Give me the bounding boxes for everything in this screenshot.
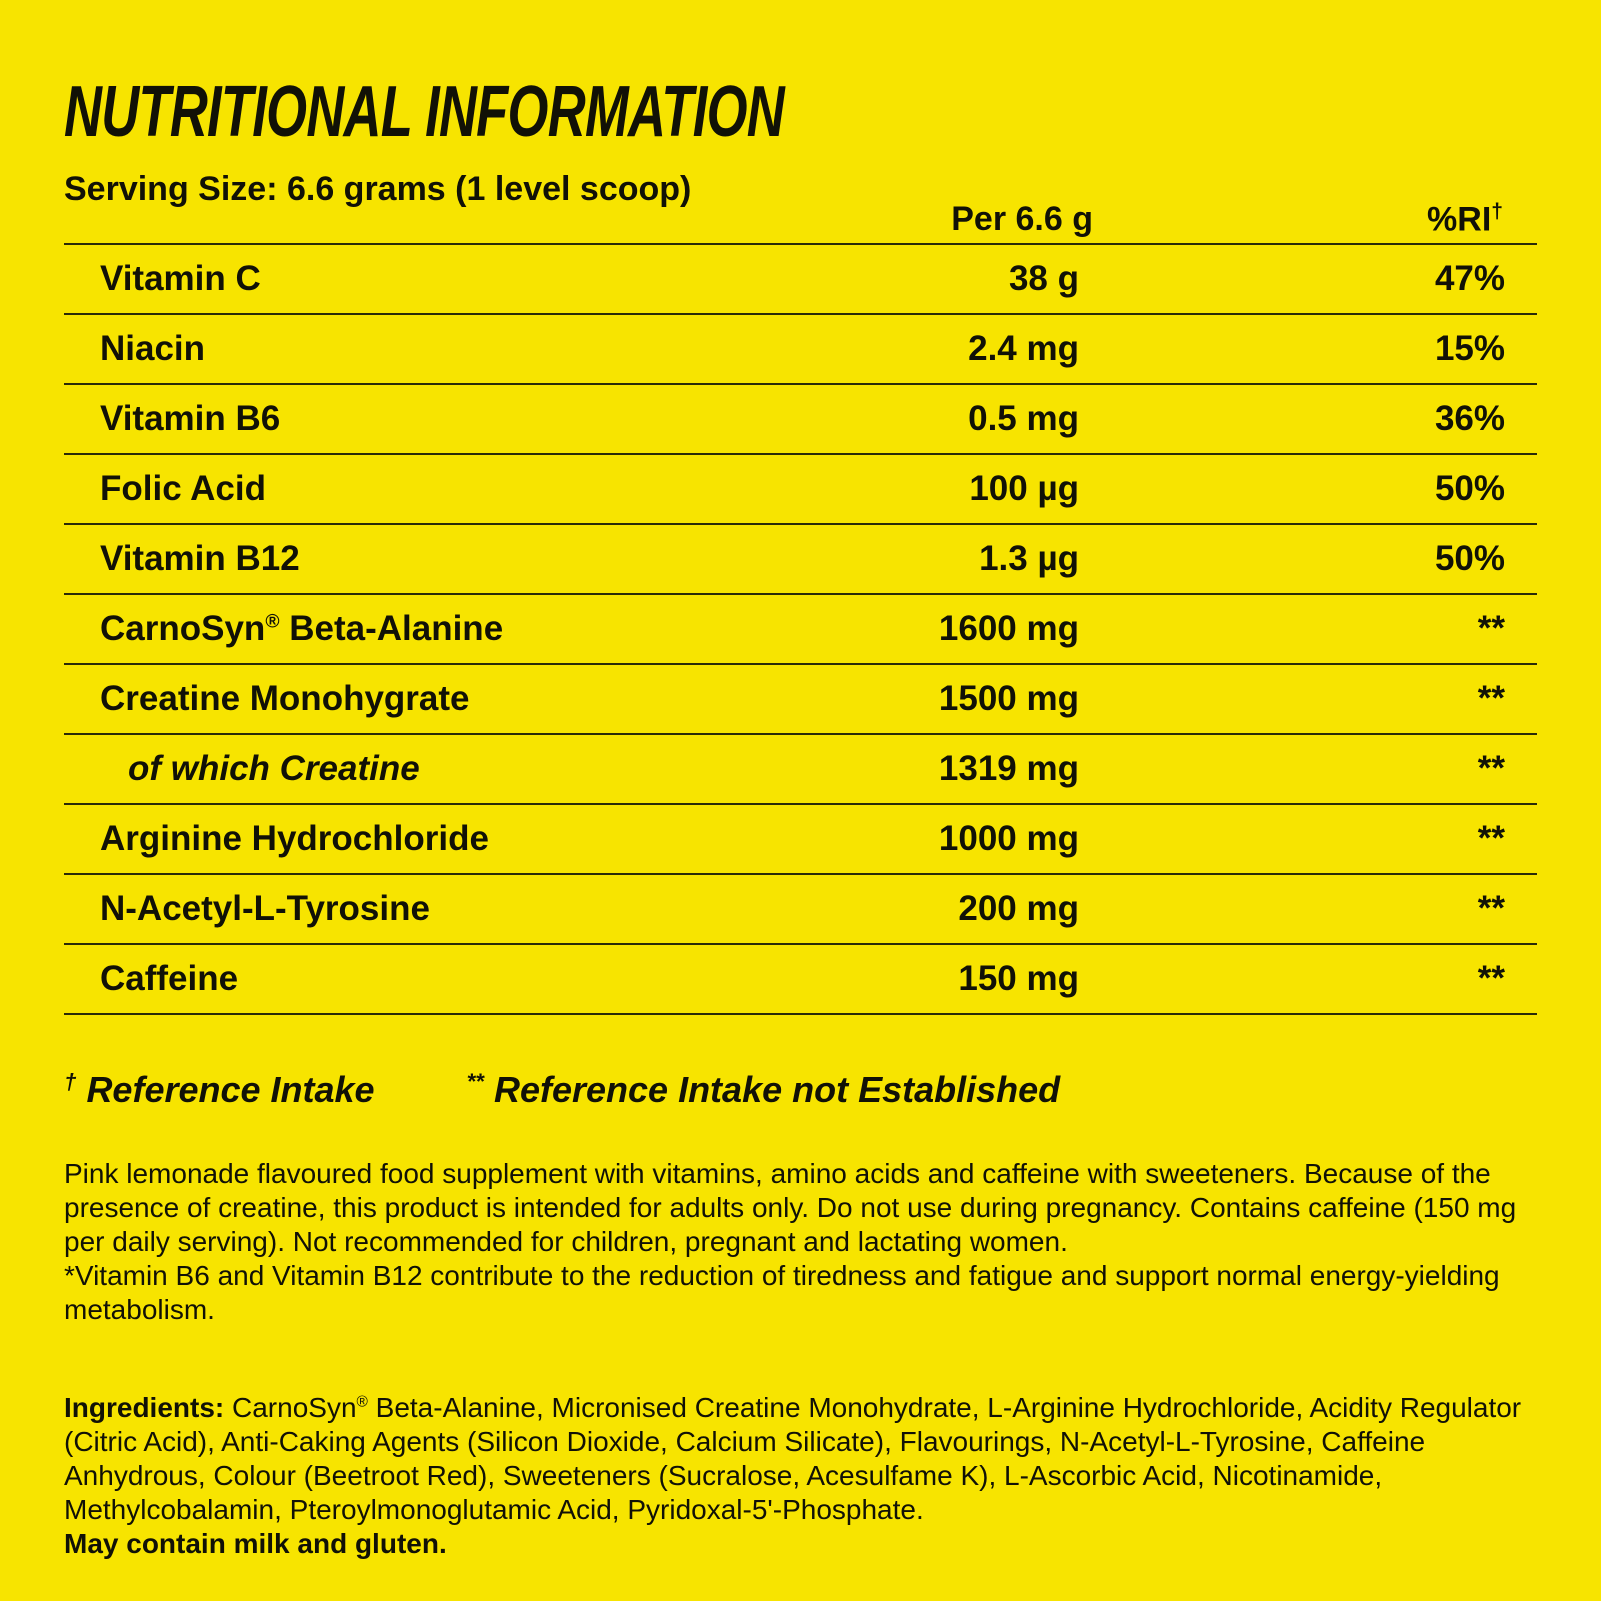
nutrient-ri: **	[1477, 959, 1505, 998]
nutrient-ri: **	[1477, 819, 1505, 858]
ingredients-section: Ingredients: CarnoSyn® Beta-Alanine, Mic…	[64, 1391, 1526, 1561]
ingredients-paragraph: Ingredients: CarnoSyn® Beta-Alanine, Mic…	[64, 1391, 1526, 1527]
nutrition-table-body: Vitamin C 38 g 47% Niacin 2.4 mg 15% Vit…	[64, 245, 1537, 1015]
page-title: NUTRITIONAL INFORMATION	[64, 0, 1537, 148]
registered-trademark-symbol: ®	[265, 611, 280, 633]
nutrient-name: Niacin	[100, 329, 206, 368]
nutrient-amount: 1319 mg	[938, 749, 1079, 788]
footnote-text: Reference Intake	[86, 1069, 375, 1110]
nutrient-ri: 36%	[1434, 399, 1505, 438]
table-row: Caffeine 150 mg **	[64, 945, 1537, 1015]
column-header-ri: %RI†	[1107, 192, 1537, 239]
table-row: N-Acetyl-L-Tyrosine 200 mg **	[64, 875, 1537, 945]
nutrient-name: Vitamin C	[100, 259, 261, 298]
nutrient-name: Vitamin B6	[100, 399, 281, 438]
ingredients-label: Ingredients:	[64, 1392, 225, 1423]
nutrient-amount: 150 mg	[958, 959, 1079, 998]
allergen-statement: May contain milk and gluten.	[64, 1528, 447, 1559]
table-row: Vitamin B6 0.5 mg 36%	[64, 385, 1537, 455]
table-row: Vitamin B12 1.3 µg 50%	[64, 525, 1537, 595]
dagger-symbol: †	[1491, 199, 1503, 223]
nutrient-amount: 2.4 mg	[968, 329, 1079, 368]
nutrient-amount: 1.3 µg	[979, 539, 1079, 578]
nutrient-ri: **	[1477, 889, 1505, 928]
nutrient-name: Creatine Monohygrate	[100, 679, 470, 718]
nutrient-amount: 1000 mg	[938, 819, 1079, 858]
table-row: Niacin 2.4 mg 15%	[64, 315, 1537, 385]
nutrient-ri: **	[1477, 749, 1505, 788]
registered-trademark-symbol: ®	[356, 1393, 368, 1411]
ingredients-list: CarnoSyn® Beta-Alanine, Micronised Creat…	[64, 1392, 1522, 1525]
double-asterisk-symbol: **	[466, 1069, 484, 1094]
column-header-amount: Per 6.6 g	[951, 200, 1093, 238]
nutrient-name: CarnoSyn® Beta-Alanine	[100, 609, 504, 648]
nutrient-name: N-Acetyl-L-Tyrosine	[100, 889, 430, 928]
nutrient-ri: **	[1477, 609, 1505, 648]
table-row: Folic Acid 100 µg 50%	[64, 455, 1537, 525]
nutrient-name: Caffeine	[100, 959, 239, 998]
footnotes: † Reference Intake ** Reference Intake n…	[64, 1069, 1537, 1111]
vitamin-note-paragraph: *Vitamin B6 and Vitamin B12 contribute t…	[64, 1260, 1500, 1325]
column-header-ri-text: %RI	[1427, 200, 1492, 238]
table-row: of which Creatine 1319 mg **	[64, 735, 1537, 805]
nutrient-ri: **	[1477, 679, 1505, 718]
nutrient-name: Arginine Hydrochloride	[100, 819, 489, 858]
serving-size-label: Serving Size: 6.6 grams (1 level scoop)	[64, 170, 692, 208]
table-row: Vitamin C 38 g 47%	[64, 245, 1537, 315]
table-row: Arginine Hydrochloride 1000 mg **	[64, 805, 1537, 875]
nutrient-ri: 15%	[1434, 329, 1505, 368]
nutrient-amount: 200 mg	[958, 889, 1079, 928]
table-header: Serving Size: 6.6 grams (1 level scoop) …	[64, 170, 1537, 245]
nutrient-ri: 50%	[1434, 539, 1505, 578]
footnote-not-established: ** Reference Intake not Established	[467, 1069, 1061, 1111]
product-description: Pink lemonade flavoured food supplement …	[64, 1157, 1526, 1327]
nutrient-amount: 1500 mg	[938, 679, 1079, 718]
nutrient-amount: 1600 mg	[938, 609, 1079, 648]
nutrient-name: Vitamin B12	[100, 539, 300, 578]
nutrient-name: Folic Acid	[100, 469, 266, 508]
description-paragraph: Pink lemonade flavoured food supplement …	[64, 1158, 1517, 1257]
footnote-reference-intake: † Reference Intake	[64, 1069, 375, 1111]
page-title-text: NUTRITIONAL INFORMATION	[64, 72, 785, 152]
table-row: CarnoSyn® Beta-Alanine 1600 mg **	[64, 595, 1537, 665]
footnote-text: Reference Intake not Established	[493, 1069, 1061, 1110]
dagger-symbol: †	[64, 1069, 77, 1094]
table-row: Creatine Monohygrate 1500 mg **	[64, 665, 1537, 735]
nutrient-ri: 50%	[1434, 469, 1505, 508]
nutrient-name: of which Creatine	[128, 749, 420, 788]
nutrient-ri: 47%	[1434, 259, 1505, 298]
nutrient-amount: 100 µg	[969, 469, 1079, 508]
nutrient-amount: 38 g	[1008, 259, 1079, 298]
nutrient-amount: 0.5 mg	[968, 399, 1079, 438]
